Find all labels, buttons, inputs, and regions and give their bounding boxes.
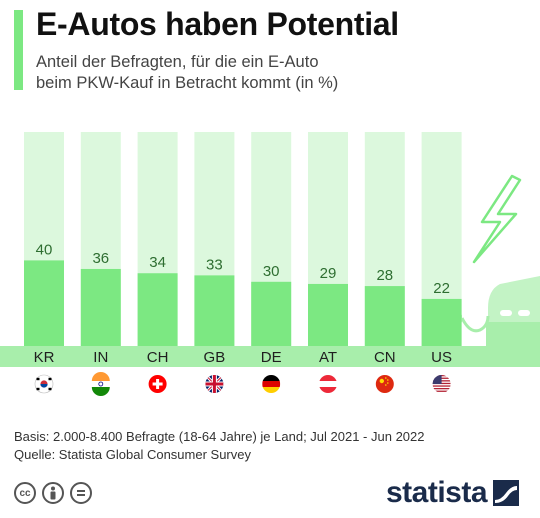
category-label-gb: GB: [204, 349, 226, 366]
title-accent-bar: [14, 10, 23, 90]
category-label-cn: CN: [374, 349, 396, 366]
category-label-ch: CH: [147, 349, 169, 366]
lightning-icon: [472, 174, 522, 264]
flag-china-icon: [375, 375, 394, 393]
subtitle-line-2: beim PKW-Kauf in Betracht kommt (in %): [36, 74, 339, 92]
flag-uk-icon: [205, 375, 224, 393]
flag-india-icon: [91, 372, 110, 396]
statista-logo[interactable]: statista: [386, 476, 520, 510]
category-label-de: DE: [261, 349, 282, 366]
category-band: [0, 346, 540, 367]
value-label-cn: 28: [376, 267, 393, 284]
cc-icon[interactable]: cc: [14, 482, 36, 504]
value-label-ch: 34: [149, 254, 166, 271]
subtitle-line-1: Anteil der Befragten, für die ein E-Auto: [36, 53, 319, 71]
value-label-at: 29: [320, 265, 337, 282]
bar-de: [251, 281, 292, 346]
footer-note: Basis: 2.000-8.400 Befragte (18-64 Jahre…: [14, 428, 425, 464]
value-label-gb: 33: [206, 256, 223, 273]
flag-usa-icon: [432, 375, 451, 393]
bar-cn: [364, 286, 405, 346]
category-label-us: US: [431, 349, 452, 366]
bar-at: [308, 283, 348, 346]
flag-germany-icon: [262, 375, 281, 393]
bar-ch: [137, 273, 178, 346]
electric-car-icon: [486, 276, 540, 346]
by-icon[interactable]: [42, 482, 64, 504]
category-label-kr: KR: [34, 349, 55, 366]
bar-us: [421, 298, 462, 346]
bar-chart: 40 36 34 33 30 29 28 22 KR IN CH GB DE AT CN US: [0, 132, 540, 396]
brand-name: statista: [386, 476, 488, 509]
flag-south-korea-icon: [34, 374, 54, 394]
statista-mark-icon: [493, 480, 520, 506]
value-label-kr: 40: [36, 241, 53, 258]
license-icons: cc: [14, 482, 92, 504]
bar-gb: [194, 275, 235, 346]
category-label-in: IN: [93, 349, 108, 366]
basis-note: Basis: 2.000-8.400 Befragte (18-64 Jahre…: [14, 429, 425, 444]
category-label-at: AT: [319, 349, 337, 366]
flag-austria-icon: [319, 375, 337, 393]
flag-switzerland-icon: [148, 375, 167, 393]
page-title: E-Autos haben Potential: [36, 6, 399, 42]
bar-in: [80, 268, 121, 346]
value-label-de: 30: [263, 263, 280, 280]
source-note: Quelle: Statista Global Consumer Survey: [14, 447, 251, 462]
value-label-us: 22: [433, 280, 450, 297]
page-subtitle: Anteil der Befragten, für die ein E-Auto…: [36, 52, 416, 94]
nd-icon[interactable]: [70, 482, 92, 504]
bar-kr: [24, 260, 64, 346]
value-label-in: 36: [92, 250, 109, 267]
